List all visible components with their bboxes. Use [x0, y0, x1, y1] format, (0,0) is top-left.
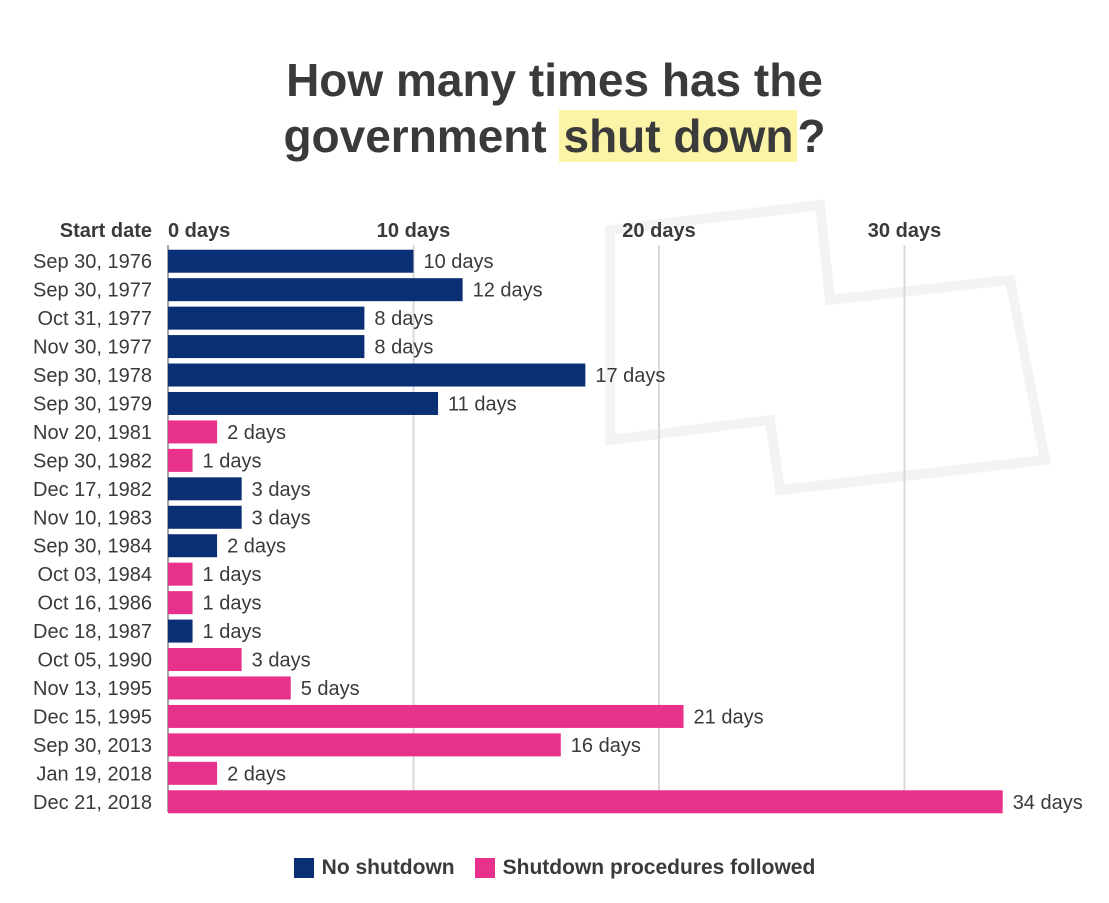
bar-13: [168, 619, 193, 643]
bar-6: [168, 420, 218, 444]
data-label-19: 34 days: [1013, 792, 1083, 814]
data-label-16: 21 days: [694, 706, 764, 728]
bar-19: [168, 790, 1003, 814]
category-label-15: Nov 13, 1995: [33, 678, 152, 700]
title-line-2-text: government: [283, 110, 560, 162]
bar-2: [168, 306, 365, 330]
category-label-14: Oct 05, 1990: [37, 650, 152, 672]
title-line-2: government shut down?: [0, 108, 1109, 164]
category-label-0: Sep 30, 1976: [33, 251, 152, 273]
data-label-7: 1 days: [203, 450, 262, 472]
bar-10: [168, 534, 218, 558]
bar-7: [168, 448, 193, 472]
data-label-11: 1 days: [203, 564, 262, 586]
bar-12: [168, 591, 193, 615]
category-label-3: Nov 30, 1977: [33, 337, 152, 359]
category-label-18: Jan 19, 2018: [36, 763, 152, 785]
category-label-13: Dec 18, 1987: [33, 621, 152, 643]
category-label-10: Sep 30, 1984: [33, 536, 152, 558]
data-label-17: 16 days: [571, 735, 641, 757]
bar-chart: 0 days 10 days 20 days 30 days Start date Sep…: [33, 199, 1083, 814]
category-label-17: Sep 30, 2013: [33, 735, 152, 757]
title-line-1: How many times has the: [286, 54, 823, 106]
bar-0: [168, 249, 414, 273]
data-label-15: 5 days: [301, 678, 360, 700]
category-label-11: Oct 03, 1984: [37, 564, 152, 586]
x-tick-label-20: 20 days: [622, 220, 695, 242]
bar-11: [168, 562, 193, 586]
category-label-6: Nov 20, 1981: [33, 422, 152, 444]
bar-1: [168, 278, 463, 302]
data-label-0: 10 days: [424, 251, 494, 273]
legend-label-procedures: Shutdown procedures followed: [502, 856, 816, 879]
bar-9: [168, 505, 242, 529]
data-label-4: 17 days: [595, 365, 665, 387]
data-label-14: 3 days: [252, 650, 311, 672]
category-header: Start date: [60, 220, 152, 242]
bar-14: [168, 648, 242, 672]
bar-8: [168, 477, 242, 501]
bar-15: [168, 676, 291, 700]
bar-17: [168, 733, 561, 757]
chart-title: How many times has the government shut d…: [0, 52, 1109, 164]
category-label-5: Sep 30, 1979: [33, 393, 152, 415]
category-label-12: Oct 16, 1986: [37, 593, 152, 615]
data-label-2: 8 days: [374, 308, 433, 330]
watermark-logo: [605, 199, 1051, 496]
category-label-8: Dec 17, 1982: [33, 479, 152, 501]
legend-item-no-shutdown: No shutdown: [293, 856, 455, 880]
data-label-12: 1 days: [203, 593, 262, 615]
data-label-6: 2 days: [227, 422, 286, 444]
data-label-9: 3 days: [252, 507, 311, 529]
data-label-1: 12 days: [473, 280, 543, 302]
bar-18: [168, 761, 218, 785]
x-tick-label-10: 10 days: [377, 220, 450, 242]
data-label-5: 11 days: [448, 393, 517, 415]
category-label-19: Dec 21, 2018: [33, 792, 152, 814]
data-label-10: 2 days: [227, 536, 286, 558]
x-tick-label-0: 0 days: [168, 220, 230, 242]
title-question-mark: ?: [797, 110, 826, 162]
legend-item-procedures: Shutdown procedures followed: [474, 856, 816, 880]
x-tick-label-30: 30 days: [868, 220, 941, 242]
legend-swatch-procedures: [474, 858, 495, 878]
data-label-3: 8 days: [374, 337, 433, 359]
legend: No shutdown Shutdown procedures followed: [0, 856, 1109, 880]
data-label-8: 3 days: [252, 479, 311, 501]
bar-4: [168, 363, 586, 387]
title-highlight: shut down: [559, 110, 798, 162]
category-label-2: Oct 31, 1977: [37, 308, 152, 330]
watermark-outline: [605, 199, 1051, 496]
legend-label-no-shutdown: No shutdown: [321, 856, 455, 879]
data-label-13: 1 days: [203, 621, 262, 643]
bar-5: [168, 391, 439, 415]
category-label-9: Nov 10, 1983: [33, 507, 152, 529]
category-label-1: Sep 30, 1977: [33, 280, 152, 302]
category-label-4: Sep 30, 1978: [33, 365, 152, 387]
bar-16: [168, 704, 684, 728]
data-label-18: 2 days: [227, 763, 286, 785]
category-label-7: Sep 30, 1982: [33, 450, 152, 472]
legend-swatch-no-shutdown: [293, 858, 314, 878]
bar-3: [168, 335, 365, 359]
category-label-16: Dec 15, 1995: [33, 706, 152, 728]
